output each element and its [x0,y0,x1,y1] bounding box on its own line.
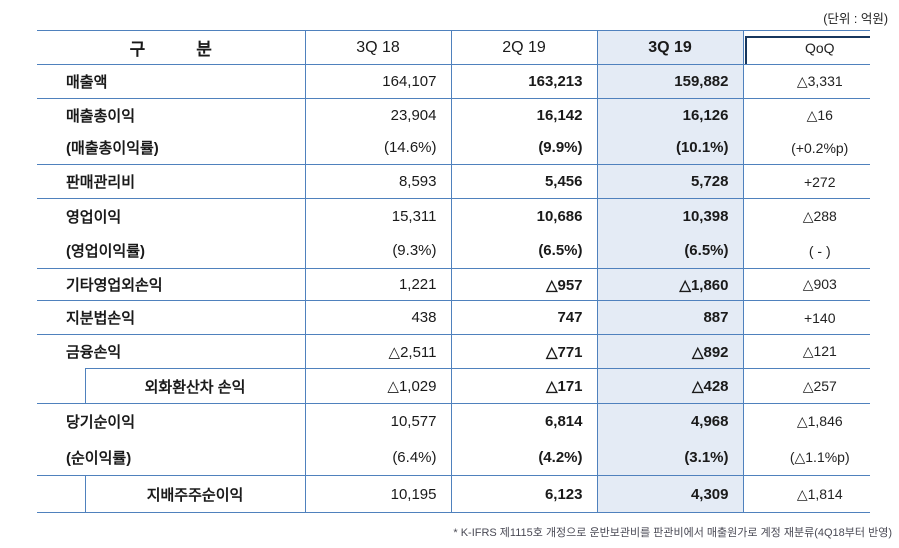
value-3q18: △2,511 [305,334,452,369]
value-qoq: (△1.1%p) [743,439,870,476]
table-row: 기타영업외손익 1,221 △957 △1,860 △903 [37,268,870,301]
table-row: 당기순이익 10,577 6,814 4,968 △1,846 [37,403,870,440]
row-label: 지배주주순이익 [84,475,306,513]
value-3q19: △428 [597,368,744,404]
value-2q19: 6,123 [451,475,598,513]
value-3q19: (10.1%) [597,131,744,165]
value-3q18: 1,221 [305,268,452,301]
value-qoq: △903 [743,268,870,301]
row-label: 금융손익 [37,334,306,369]
value-2q19: 6,814 [451,403,598,440]
row-label: (영업이익률) [37,233,306,269]
row-label: (매출총이익률) [37,131,306,165]
value-3q19: 159,882 [597,64,744,99]
header-3q19: 3Q 19 [597,30,744,65]
header-2q19: 2Q 19 [451,30,598,65]
value-3q18: (9.3%) [305,233,452,269]
table-row-sub: 외화환산차 손익 △1,029 △171 △428 △257 [37,368,870,404]
row-indent-stub [37,475,85,513]
table-header-row: 구 분 3Q 18 2Q 19 3Q 19 QoQ [37,30,870,65]
table-row: 매출총이익 23,904 16,142 16,126 △16 [37,98,870,132]
value-3q19: (6.5%) [597,233,744,269]
value-2q19: 163,213 [451,64,598,99]
table-row: (영업이익률) (9.3%) (6.5%) (6.5%) ( - ) [37,233,870,269]
value-3q19: △892 [597,334,744,369]
footnote: * K-IFRS 제1115호 개정으로 운반보관비를 판관비에서 매출원가로 … [453,527,892,539]
value-3q18: △1,029 [305,368,452,404]
value-3q19: 4,968 [597,403,744,440]
value-3q18: 164,107 [305,64,452,99]
table-row-sub: 지배주주순이익 10,195 6,123 4,309 △1,814 [37,475,870,513]
financial-summary-table: 구 분 3Q 18 2Q 19 3Q 19 QoQ 매출액 164,107 16… [37,30,870,513]
row-label: 기타영업외손익 [37,268,306,301]
value-3q18: 10,195 [305,475,452,513]
value-2q19: 10,686 [451,198,598,234]
value-3q18: (6.4%) [305,439,452,476]
value-qoq: ( - ) [743,233,870,269]
row-label: 매출액 [37,64,306,99]
value-3q18: 23,904 [305,98,452,132]
value-qoq: +272 [743,164,870,199]
table-row: 금융손익 △2,511 △771 △892 △121 [37,334,870,369]
value-2q19: △957 [451,268,598,301]
value-qoq: △1,846 [796,413,843,430]
value-2q19: △771 [451,334,598,369]
row-label: 판매관리비 [37,164,306,199]
row-label: 매출총이익 [37,98,306,132]
header-qoq: QoQ [743,30,870,65]
row-label: 지분법손익 [37,300,306,335]
table-row: 지분법손익 438 747 887 +140 [37,300,870,335]
value-2q19: 16,142 [451,98,598,132]
value-3q19: (3.1%) [597,439,744,476]
value-3q18: 438 [305,300,452,335]
value-3q19: 5,728 [597,164,744,199]
header-3q18: 3Q 18 [305,30,452,65]
value-qoq: △16 [806,106,833,123]
row-label: 당기순이익 [37,403,306,440]
value-qoq: △288 [802,207,837,224]
value-3q18: 15,311 [305,198,452,234]
value-3q18: 8,593 [305,164,452,199]
value-qoq: +140 [743,300,870,335]
table-row: 영업이익 15,311 10,686 10,398 △288 [37,198,870,234]
header-category: 구 분 [37,30,306,65]
unit-label: (단위 : 억원) [823,12,888,26]
row-indent-stub [37,368,85,404]
value-3q19: 10,398 [597,198,744,234]
table-row: (매출총이익률) (14.6%) (9.9%) (10.1%) (+0.2%p) [37,131,870,165]
row-label: 영업이익 [37,198,306,234]
value-2q19: 747 [451,300,598,335]
value-3q19: 887 [597,300,744,335]
value-qoq: (+0.2%p) [743,131,870,165]
value-3q18: (14.6%) [305,131,452,165]
value-3q19: △1,860 [597,268,744,301]
value-3q19: 16,126 [597,98,744,132]
table-row: 판매관리비 8,593 5,456 5,728 +272 [37,164,870,199]
value-2q19: (9.9%) [451,131,598,165]
table-row: 매출액 164,107 163,213 159,882 △3,331 [37,64,870,99]
value-3q19: 4,309 [597,475,744,513]
value-qoq: △257 [743,368,870,404]
value-2q19: 5,456 [451,164,598,199]
row-label: (순이익률) [37,439,306,476]
value-2q19: △171 [451,368,598,404]
value-qoq: △3,331 [743,64,870,99]
value-2q19: (6.5%) [451,233,598,269]
table-row: (순이익률) (6.4%) (4.2%) (3.1%) (△1.1%p) [37,439,870,476]
row-label: 외화환산차 손익 [84,368,306,404]
value-qoq: △1,814 [743,475,870,513]
value-qoq: △121 [743,334,870,369]
value-3q18: 10,577 [305,403,452,440]
value-2q19: (4.2%) [451,439,598,476]
